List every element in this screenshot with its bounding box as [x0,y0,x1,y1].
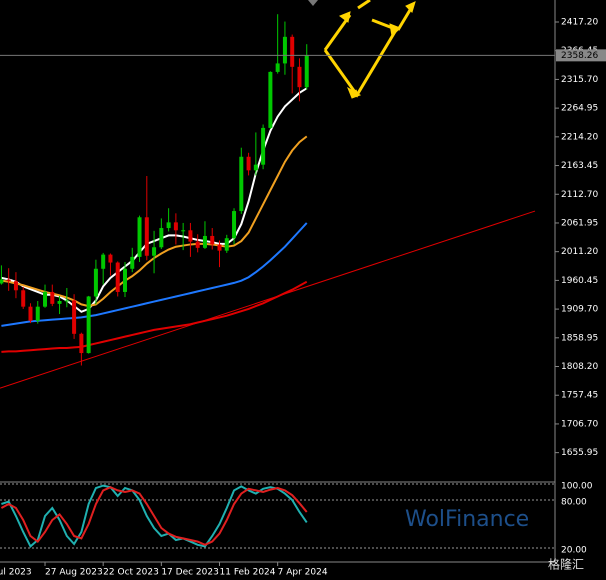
candle-body [297,66,302,88]
candle-body [224,238,229,251]
candle-body [144,217,149,256]
candle-body [282,36,287,64]
candle-body [246,156,251,171]
candle-body [50,291,55,304]
candle-body [253,164,258,171]
oscillator-tick-label: 80.00 [561,498,587,508]
current-price-box [556,49,606,62]
candle-body [181,230,186,232]
y-tick-label: 1960.45 [561,276,598,286]
oscillator-tick-label: 100.00 [561,482,593,492]
x-tick-label: 17 Dec 2023 [161,568,219,578]
candle-body [195,241,200,248]
candle-body [166,222,171,229]
candle-body [35,306,40,321]
x-tick-label: 27 Aug 2023 [45,568,103,578]
y-tick-label: 2264.95 [561,104,598,114]
candle-body [72,300,77,334]
moving-average [1,135,308,308]
candle-body [275,63,280,72]
candle-body [115,262,120,292]
oscillator-line [0,486,308,546]
x-tick-label: 11 Feb 2024 [220,568,276,578]
candle-body [261,127,266,165]
candle-body [290,36,295,67]
candle-body [152,247,157,256]
y-tick-label: 1909.70 [561,305,598,315]
candle-body [0,279,4,284]
candle-body [43,291,48,307]
moving-average [1,222,308,327]
candle-body [137,217,142,257]
y-tick-label: 2061.95 [561,218,598,228]
y-tick-label: 1706.70 [561,419,598,429]
y-tick-label: 1808.20 [561,362,598,372]
watermark: WolFinance [405,507,529,532]
current-price-label: 2358.26 [561,51,598,61]
candle-body [159,228,164,248]
y-tick-label: 2011.20 [561,247,598,257]
candle-body [217,244,222,251]
candle-body [57,301,62,304]
y-tick-label: 2417.20 [561,18,598,28]
candle-body [6,279,11,282]
candle-body [108,254,113,263]
candle-body [79,333,84,354]
x-tick-label: 7 Apr 2024 [278,568,328,578]
moving-average [1,280,308,353]
x-tick-label: Jul 2023 [0,568,32,578]
candle-body [239,156,244,212]
oscillator-tick-label: 20.00 [561,546,587,556]
candle-body [122,268,127,292]
shift-marker [308,0,318,6]
candle-body [188,230,193,242]
y-tick-label: 1757.45 [561,391,598,401]
y-tick-label: 2112.70 [561,190,598,200]
y-tick-label: 2163.45 [561,161,598,171]
plot-area [0,14,536,389]
forecast-arrows [323,0,416,99]
x-tick-label: 22 Oct 2023 [103,568,159,578]
candle-body [86,296,91,354]
candle-body [28,306,33,321]
candle-body [130,256,135,269]
trendline [0,210,536,389]
candle-body [202,235,207,248]
candle-body [232,211,237,239]
logo: 格隆汇 [548,557,584,572]
candle-body [268,71,273,128]
y-tick-label: 2315.70 [561,75,598,85]
candle-body [173,222,178,231]
moving-average [1,87,308,313]
candle-body [210,235,215,245]
candle-body [21,290,26,307]
y-tick-label: 2214.20 [561,132,598,142]
candle-body [101,254,106,269]
candle-body [304,55,309,88]
candle-body [13,281,18,291]
candle-body [64,300,69,302]
y-tick-label: 1858.95 [561,333,598,343]
oscillator-line [1,484,308,549]
y-tick-label: 1655.95 [561,448,598,458]
candle-body [93,268,98,297]
